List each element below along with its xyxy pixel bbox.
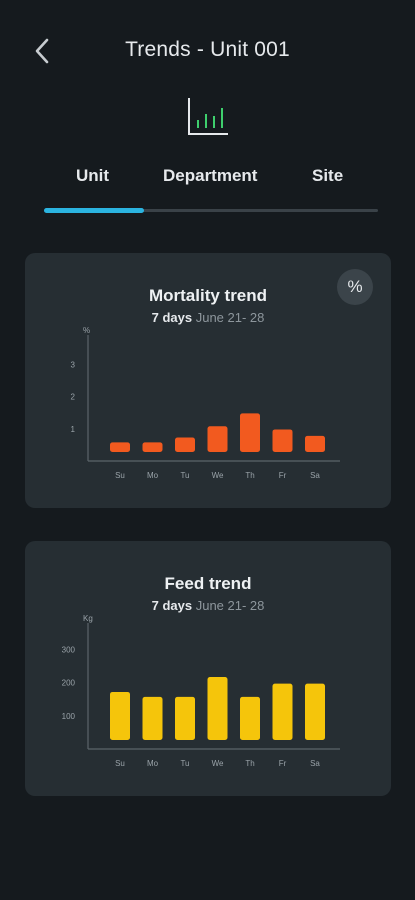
- mortality-bar-sa[interactable]: [305, 435, 325, 452]
- feed-days: 7 days: [151, 598, 193, 613]
- tab-indicator: [44, 208, 144, 213]
- feed-range: June 21- 28: [195, 598, 265, 613]
- mortality-bar-mo[interactable]: [142, 442, 163, 452]
- mortality-bar-fr[interactable]: [272, 429, 293, 452]
- mortality-bar-we[interactable]: [207, 426, 228, 452]
- tab-unit[interactable]: Unit: [76, 166, 110, 185]
- feed-bar-fr[interactable]: [272, 683, 293, 740]
- feed-bar-sa[interactable]: [305, 683, 325, 740]
- feed-y-label: Kg: [83, 614, 93, 623]
- tab-bar: Unit Department Site: [44, 166, 378, 196]
- mortality-days: 7 days: [151, 310, 193, 325]
- feed-x-tick: Th: [245, 759, 254, 768]
- mortality-chart: % 1 2 3 Su Mo Tu We Th Fr Sa: [71, 326, 340, 480]
- feed-x-tick: Sa: [310, 759, 320, 768]
- feed-y-tick: 300: [62, 646, 76, 655]
- feed-y-tick: 200: [62, 679, 76, 688]
- mortality-x-tick: We: [212, 471, 224, 480]
- bar-chart-icon: [188, 98, 228, 135]
- mortality-y-tick: 1: [71, 425, 76, 434]
- mortality-subtitle: 7 days June 21- 28: [25, 310, 391, 325]
- mortality-y-tick: 2: [71, 393, 76, 402]
- mortality-y-tick: 3: [71, 360, 76, 369]
- feed-x-tick: Mo: [147, 759, 159, 768]
- feed-bar-tu[interactable]: [175, 696, 195, 740]
- mortality-x-tick: Fr: [279, 471, 287, 480]
- mortality-card: Mortality trend 7 days June 21- 28 % % 1 2…: [25, 253, 391, 508]
- feed-subtitle: 7 days June 21- 28: [25, 598, 391, 613]
- page-title: Trends - Unit 001: [125, 38, 290, 61]
- feed-card: Feed trend 7 days June 21- 28 Kg 100 200 30…: [25, 541, 391, 796]
- feed-bar-mo[interactable]: [142, 696, 163, 740]
- mortality-bar-th[interactable]: [240, 413, 260, 452]
- feed-x-tick: Fr: [279, 759, 287, 768]
- back-button[interactable]: [28, 36, 58, 66]
- feed-x-tick: Tu: [180, 759, 189, 768]
- feed-bar-we[interactable]: [207, 677, 228, 740]
- tab-track: [44, 209, 378, 212]
- tab-department[interactable]: Department: [163, 166, 258, 185]
- mortality-x-tick: Mo: [147, 471, 159, 480]
- mortality-x-tick: Tu: [180, 471, 189, 480]
- mortality-x-tick: Th: [245, 471, 254, 480]
- header: Trends - Unit 001: [0, 0, 415, 100]
- feed-bar-th[interactable]: [240, 696, 260, 740]
- feed-title: Feed trend: [164, 574, 252, 593]
- percent-toggle-button[interactable]: %: [337, 269, 373, 305]
- mortality-bar-tu[interactable]: [175, 437, 195, 453]
- mortality-x-tick: Su: [115, 471, 125, 480]
- tab-site[interactable]: Site: [312, 166, 344, 185]
- mortality-bar-su[interactable]: [110, 442, 130, 452]
- chevron-left-icon: [35, 38, 49, 64]
- mortality-x-tick: Sa: [310, 471, 320, 480]
- feed-chart: Kg 100 200 300 Su Mo Tu We Th Fr Sa: [62, 614, 340, 768]
- feed-x-tick: We: [212, 759, 224, 768]
- feed-x-tick: Su: [115, 759, 125, 768]
- mortality-title: Mortality trend: [148, 286, 268, 305]
- feed-bar-su[interactable]: [110, 691, 130, 740]
- mortality-y-label: %: [83, 326, 90, 335]
- feed-y-tick: 100: [62, 712, 76, 721]
- mortality-range: June 21- 28: [195, 310, 265, 325]
